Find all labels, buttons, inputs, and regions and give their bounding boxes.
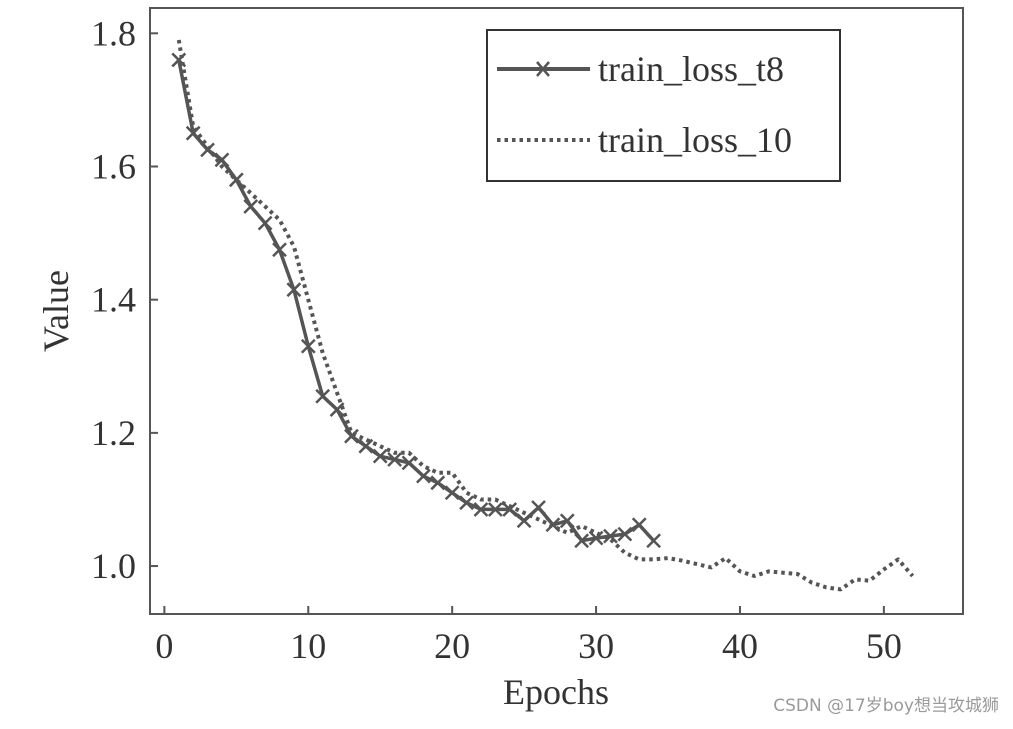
data-point-train-loss-t8 (200, 142, 215, 158)
data-point-train-loss-t8 (344, 428, 359, 444)
x-tick-label: 50 (866, 626, 902, 666)
data-point-train-loss-t8 (185, 125, 201, 141)
x-tick-label: 20 (434, 626, 470, 666)
legend: train_loss_t8 train_loss_10 (486, 29, 841, 182)
legend-box (486, 29, 841, 182)
data-point-train-loss-t8 (531, 500, 546, 515)
watermark: CSDN @17岁boy想当攻城狮 (773, 696, 999, 716)
data-point-train-loss-t8 (545, 517, 561, 533)
data-point-train-loss-t8 (401, 455, 417, 471)
data-point-train-loss-t8 (329, 402, 345, 417)
data-point-train-loss-t8 (631, 517, 647, 533)
data-point-train-loss-t8 (444, 485, 460, 501)
data-point-train-loss-t8 (315, 388, 331, 404)
data-point-train-loss-t8 (502, 502, 518, 517)
data-point-train-loss-t8 (300, 338, 316, 354)
data-point-train-loss-t8 (272, 242, 287, 258)
y-tick-label: 1.2 (91, 413, 136, 453)
x-tick-label: 40 (722, 626, 758, 666)
data-point-train-loss-t8 (603, 528, 618, 544)
legend-label-train-loss-t8: train_loss_t8 (598, 49, 784, 89)
y-tick-label: 1.0 (91, 546, 136, 586)
x-tick-label: 30 (578, 626, 614, 666)
legend-marker-train-loss-t8 (536, 61, 550, 77)
data-point-train-loss-t8 (228, 172, 244, 188)
data-point-train-loss-t8 (487, 502, 503, 517)
data-point-train-loss-t8 (459, 495, 474, 511)
data-point-train-loss-t8 (358, 438, 374, 454)
data-point-train-loss-t8 (559, 513, 575, 529)
series-line-train-loss-10 (176, 39, 915, 592)
data-point-train-loss-t8 (243, 199, 259, 214)
series-line-train-loss-t8 (177, 59, 655, 543)
y-tick-label: 1.4 (91, 280, 136, 320)
legend-label-train-loss-10: train_loss_10 (598, 120, 792, 160)
data-point-train-loss-t8 (372, 448, 388, 464)
data-point-train-loss-t8 (473, 502, 489, 517)
data-point-train-loss-t8 (416, 468, 431, 484)
data-point-train-loss-t8 (588, 530, 604, 546)
y-tick-label: 1.8 (91, 13, 136, 53)
series-layer (171, 39, 915, 592)
x-tick-label: 10 (290, 626, 326, 666)
y-tick-label: 1.6 (91, 146, 136, 186)
data-point-train-loss-t8 (617, 526, 633, 542)
data-point-train-loss-t8 (214, 152, 230, 168)
data-point-train-loss-t8 (574, 533, 590, 549)
data-point-train-loss-t8 (430, 475, 446, 491)
y-axis: 1.0 1.2 1.4 1.6 1.8 (91, 13, 158, 586)
y-axis-title: Value (36, 270, 76, 352)
data-point-train-loss-t8 (286, 282, 302, 298)
data-point-train-loss-t8 (257, 215, 273, 231)
data-point-train-loss-t8 (646, 533, 662, 549)
data-point-train-loss-t8 (171, 52, 187, 68)
x-axis: 0 10 20 30 40 50 (155, 606, 902, 666)
x-tick-label: 0 (155, 626, 173, 666)
x-axis-title: Epochs (503, 672, 609, 712)
data-point-train-loss-t8 (516, 513, 532, 529)
data-point-train-loss-t8 (387, 452, 403, 467)
